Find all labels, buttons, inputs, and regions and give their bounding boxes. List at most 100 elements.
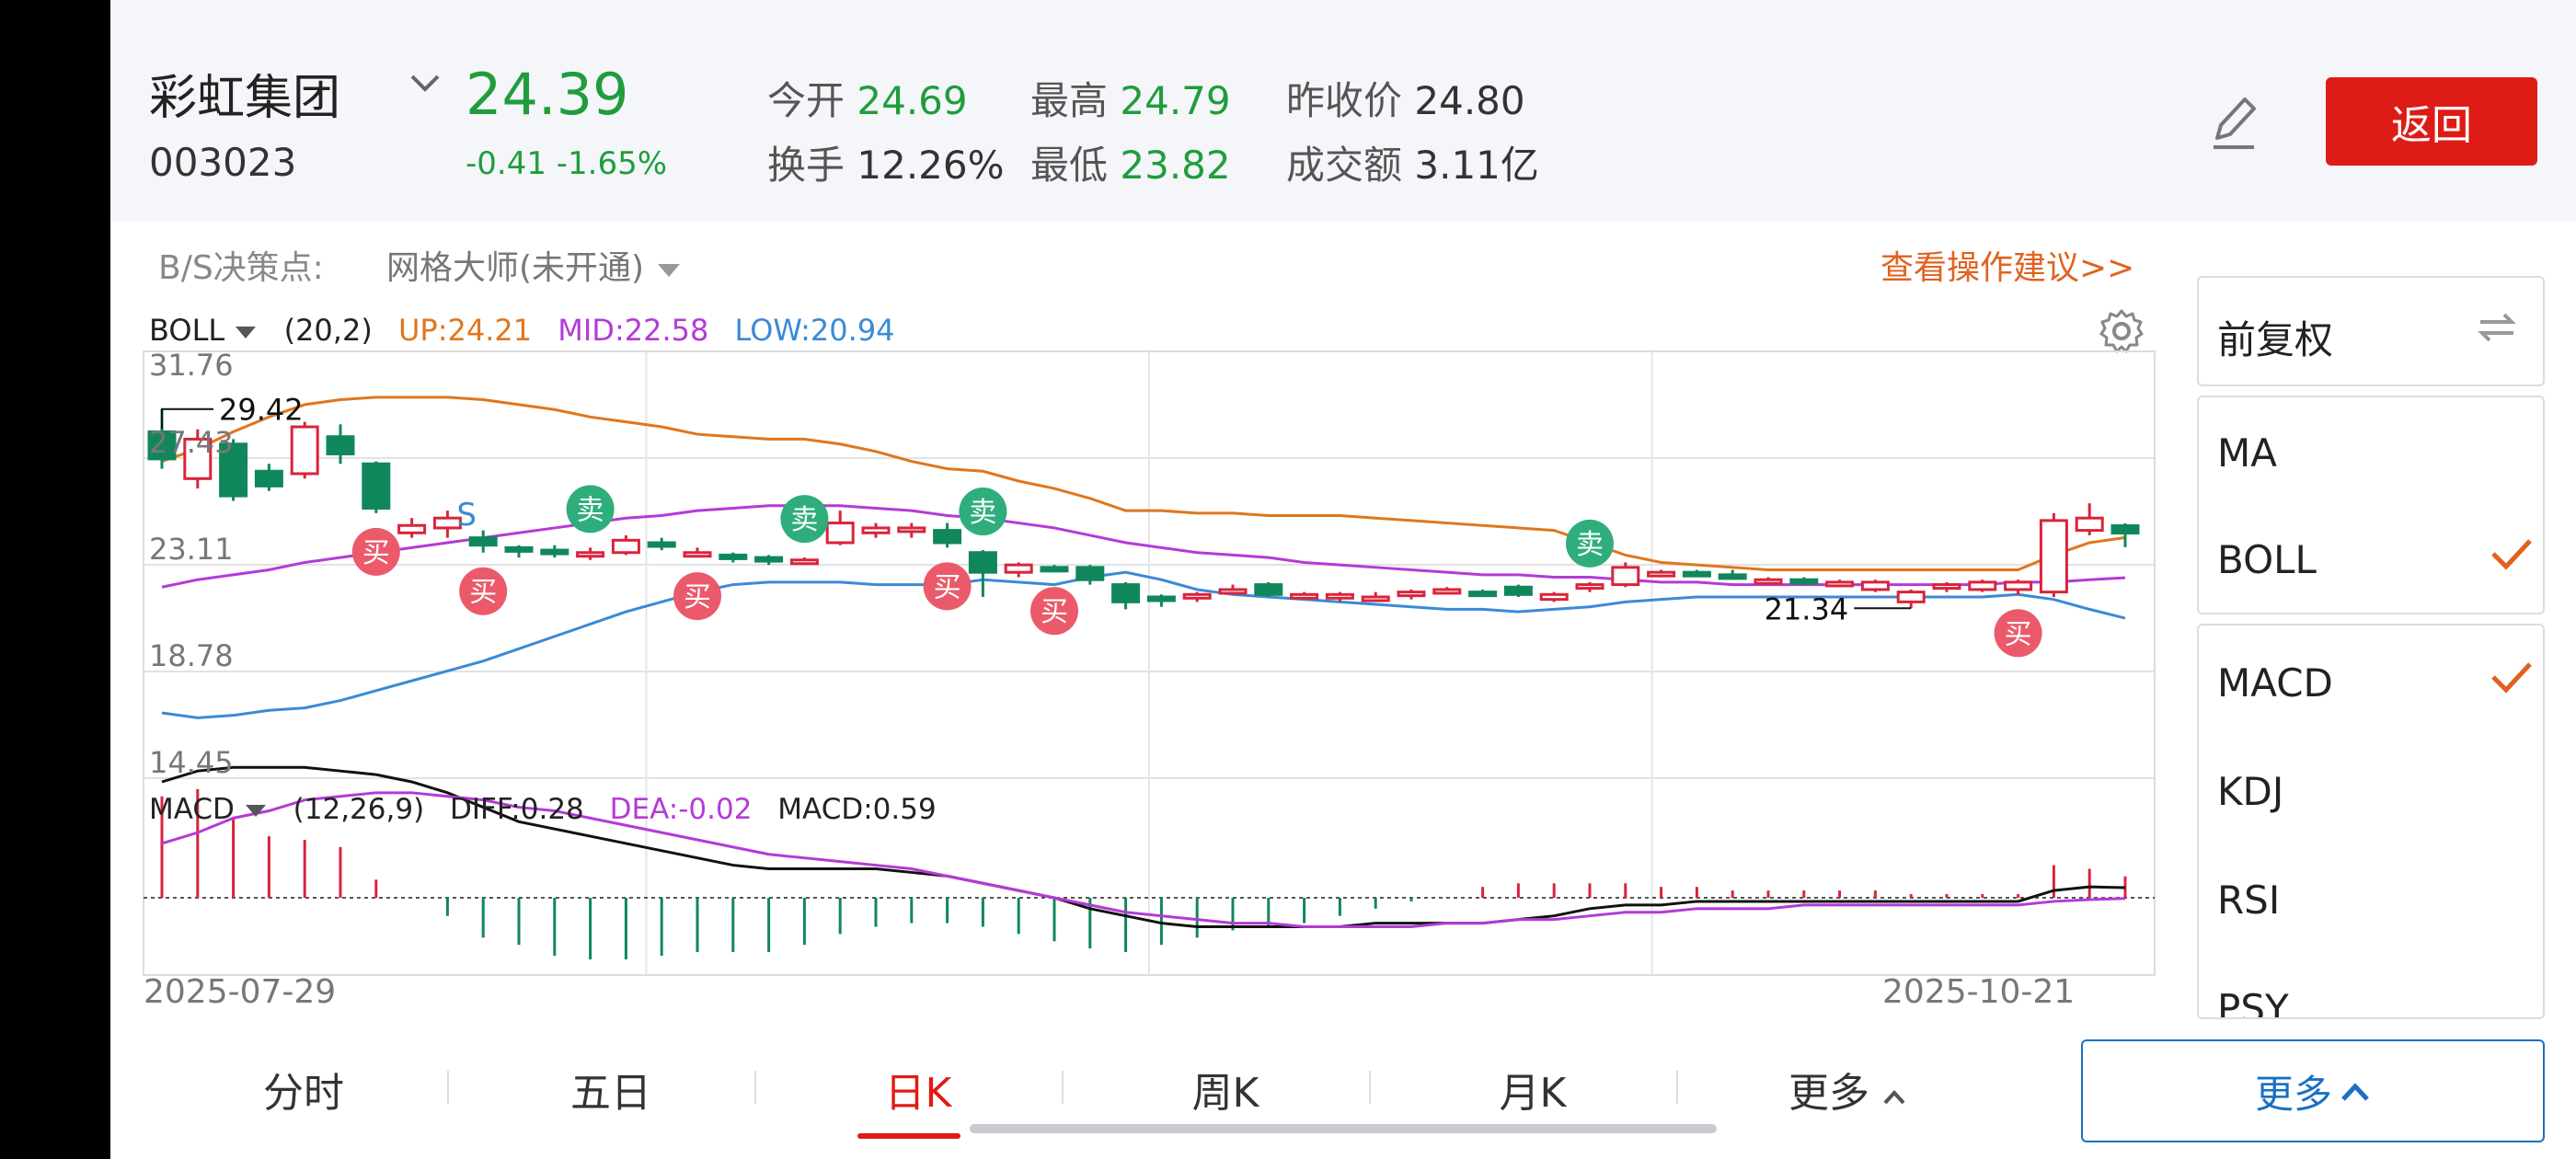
back-button[interactable]: 返回 — [2326, 77, 2537, 166]
candle-down[interactable] — [968, 551, 997, 574]
candle-down[interactable] — [719, 553, 748, 560]
stat-low-value: 23.82 — [1120, 143, 1231, 188]
candle-down[interactable] — [147, 430, 177, 461]
candle-down[interactable] — [1254, 583, 1283, 596]
tab-monthly-k[interactable]: 月K — [1499, 1070, 1567, 1117]
tab-weekly-k[interactable]: 周K — [1191, 1070, 1259, 1117]
candle-up[interactable] — [1182, 592, 1212, 600]
indicator-macd[interactable]: MACD — [2217, 660, 2333, 706]
candle-up[interactable] — [1325, 592, 1354, 600]
candle-up[interactable] — [576, 551, 605, 558]
candle-up[interactable] — [789, 558, 819, 566]
macd-legend-name[interactable]: MACD — [149, 793, 235, 826]
candle-down[interactable] — [933, 529, 962, 545]
candle-down[interactable] — [1040, 566, 1069, 573]
horizontal-scrollbar[interactable] — [970, 1124, 1717, 1133]
candle-down[interactable] — [1682, 570, 1711, 578]
signal-bubble — [959, 488, 1007, 536]
sell-signal-marker[interactable]: 卖 — [1566, 519, 1614, 568]
candle-up[interactable] — [1432, 588, 1462, 595]
buy-signal-marker[interactable]: 买 — [673, 572, 721, 621]
candle-up[interactable] — [1290, 592, 1319, 600]
caret-down-icon[interactable] — [244, 793, 268, 826]
candle-up[interactable] — [1575, 583, 1604, 591]
candle-up[interactable] — [1539, 592, 1569, 602]
candle-up[interactable] — [290, 425, 319, 476]
candle-down[interactable] — [754, 556, 784, 563]
tab-five-day[interactable]: 五日 — [570, 1070, 651, 1117]
candle-down[interactable] — [362, 462, 391, 510]
sell-signal-marker[interactable]: 卖 — [566, 485, 615, 534]
candle-down[interactable] — [1503, 585, 1533, 596]
candle-up[interactable] — [1361, 595, 1390, 602]
sub-indicator-list[interactable]: MACD KDJ RSI PSY — [2197, 624, 2545, 1019]
candle-down[interactable] — [1789, 578, 1819, 585]
candle-up[interactable] — [861, 526, 891, 534]
advice-link[interactable]: 查看操作建议>> — [1880, 249, 2135, 287]
signal-bubble — [1566, 519, 1614, 568]
adjust-label: 前复权 — [2217, 317, 2334, 362]
tab-divider — [1062, 1071, 1064, 1104]
sell-signal-marker[interactable]: 卖 — [959, 488, 1007, 536]
candle-up[interactable] — [2075, 516, 2104, 533]
candle-up[interactable] — [1004, 563, 1033, 574]
candle-down[interactable] — [1718, 573, 1747, 580]
chevron-down-icon[interactable] — [407, 64, 443, 105]
indicator-psy[interactable]: PSY — [2217, 986, 2289, 1019]
candle-down[interactable] — [1075, 566, 1105, 581]
candle-down[interactable] — [1146, 595, 1176, 602]
sell-signal-marker[interactable]: 卖 — [780, 495, 829, 544]
caret-down-icon[interactable] — [234, 313, 258, 348]
candle-up[interactable] — [1825, 580, 1855, 588]
candle-up[interactable] — [183, 437, 213, 480]
indicator-boll[interactable]: BOLL — [2217, 537, 2317, 582]
candle-up[interactable] — [1611, 566, 1640, 587]
candle-up[interactable] — [2039, 519, 2068, 594]
candle-down[interactable] — [647, 541, 676, 548]
candle-up[interactable] — [683, 551, 712, 558]
tab-intraday[interactable]: 分时 — [263, 1070, 344, 1117]
candle-down[interactable] — [254, 469, 283, 488]
more-button[interactable]: 更多 — [2081, 1039, 2545, 1142]
candle-up[interactable] — [611, 538, 640, 555]
buy-signal-marker[interactable]: 买 — [351, 527, 400, 576]
candle-up[interactable] — [825, 522, 855, 545]
indicator-ma[interactable]: MA — [2217, 430, 2277, 476]
candle-up[interactable] — [1896, 591, 1926, 603]
candle-down[interactable] — [219, 442, 248, 498]
candle-up[interactable] — [1647, 570, 1676, 578]
signal-text: 卖 — [790, 504, 818, 536]
candle-up[interactable] — [2004, 580, 2033, 591]
adjust-selector[interactable]: 前复权 — [2197, 276, 2545, 386]
candle-up[interactable] — [897, 526, 926, 534]
stock-name[interactable]: 彩虹集团 — [149, 71, 341, 126]
candle-up[interactable] — [1754, 578, 1783, 585]
candle-down[interactable] — [468, 536, 498, 547]
candle-down[interactable] — [2110, 524, 2140, 535]
strategy-select[interactable]: 网格大师(未开通) — [386, 241, 683, 289]
candle-up[interactable] — [1218, 588, 1248, 595]
candle-down[interactable] — [1468, 591, 1498, 598]
edit-pencil-icon[interactable] — [2206, 90, 2261, 158]
buy-signal-marker[interactable]: 买 — [1994, 609, 2042, 658]
buy-signal-marker[interactable]: 买 — [1030, 587, 1078, 636]
candle-up[interactable] — [1968, 580, 1997, 591]
candle-up[interactable] — [1932, 583, 1961, 591]
tab-daily-k[interactable]: 日K — [884, 1070, 952, 1117]
settings-gear-icon[interactable] — [2096, 305, 2147, 361]
tab-more[interactable]: 更多 — [1765, 1060, 1930, 1119]
candle-up[interactable] — [1860, 580, 1890, 591]
buy-signal-marker[interactable]: 买 — [923, 562, 972, 611]
candle-down[interactable] — [326, 435, 355, 456]
buy-signal-marker[interactable]: 买 — [459, 567, 508, 615]
candle-up[interactable] — [397, 523, 427, 534]
indicator-kdj[interactable]: KDJ — [2217, 769, 2284, 814]
candle-up[interactable] — [432, 516, 462, 530]
candle-down[interactable] — [504, 545, 534, 553]
indicator-rsi[interactable]: RSI — [2217, 878, 2281, 923]
boll-legend-name[interactable]: BOLL — [149, 313, 225, 348]
candle-down[interactable] — [1111, 583, 1141, 603]
candle-up[interactable] — [1397, 591, 1426, 598]
candle-down[interactable] — [540, 548, 569, 556]
